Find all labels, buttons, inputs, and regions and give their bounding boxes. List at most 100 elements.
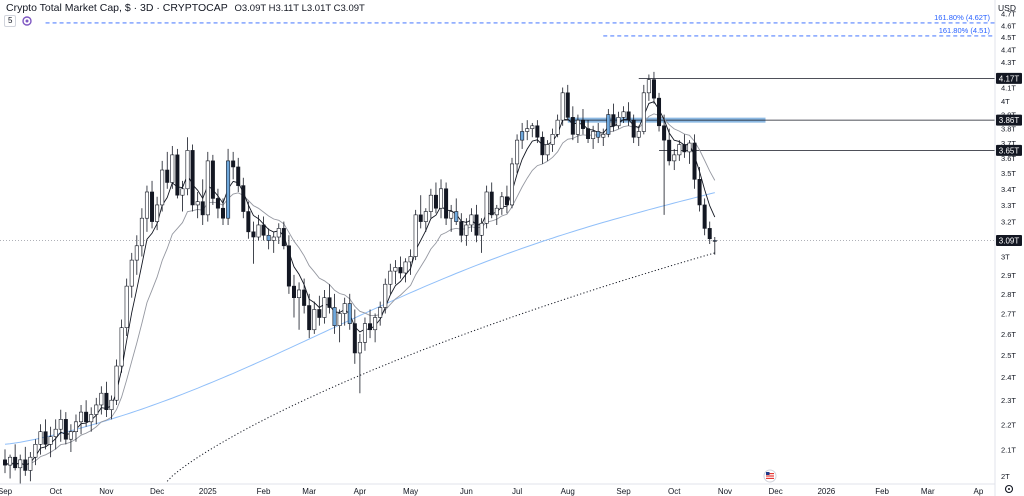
x-tick-label: Sep: [616, 487, 631, 496]
indicator-icon[interactable]: [22, 16, 33, 26]
x-tick-label: Aug: [561, 487, 575, 496]
candle: [575, 114, 580, 144]
candle: [89, 407, 94, 432]
candle: [388, 263, 393, 294]
y-tick-label: 2.2T: [1001, 420, 1016, 429]
price-tag: [996, 72, 1022, 84]
candle-body: [499, 196, 504, 209]
fib-label: 161.80% (4.51): [939, 26, 991, 35]
x-tick-label: Jul: [512, 487, 522, 496]
candle: [8, 454, 13, 479]
currency-label[interactable]: USD: [998, 3, 1016, 13]
candle: [373, 313, 378, 343]
candle: [641, 84, 646, 135]
candle-body: [520, 131, 525, 141]
candle: [129, 252, 134, 298]
candle-body: [687, 142, 692, 153]
y-tick-label: 3.5T: [1001, 169, 1016, 178]
candle: [672, 148, 677, 171]
fib-layer: 161.80% (4.62T) 161.80% (4.51): [45, 13, 995, 37]
candle-body: [104, 392, 109, 411]
candle: [596, 122, 601, 144]
candle-body: [423, 211, 428, 222]
candle: [139, 208, 144, 257]
candle-body: [337, 313, 342, 326]
candle: [509, 157, 514, 209]
candle-body: [606, 114, 611, 135]
y-tick-label: 2.3T: [1001, 396, 1016, 405]
candle: [180, 180, 185, 212]
candle-body: [89, 414, 94, 423]
candle-body: [368, 323, 373, 331]
candle: [256, 214, 261, 241]
candle: [535, 120, 540, 144]
candle-body: [697, 179, 702, 206]
candle: [408, 249, 413, 275]
x-tick-label: Oct: [49, 487, 62, 496]
candle-body: [109, 399, 114, 411]
candle-body: [352, 323, 357, 354]
candle: [651, 71, 656, 104]
candle: [692, 134, 697, 189]
candle: [165, 151, 170, 189]
candle: [550, 128, 555, 152]
candle: [489, 182, 494, 219]
y-tick-label: 4.4T: [1001, 45, 1016, 54]
candle: [68, 424, 73, 453]
candle: [291, 274, 296, 318]
y-axis[interactable]: 4.7T4.6T4.5T4.4T4.3T4.1T4T3.9T3.8T3.7T3.…: [996, 10, 1022, 481]
candle: [682, 134, 687, 158]
candle: [352, 309, 357, 364]
candle-body: [23, 459, 28, 471]
candle: [530, 122, 535, 138]
x-tick-label: Feb: [257, 487, 271, 496]
candle: [469, 208, 474, 232]
candle-body: [38, 431, 43, 445]
candle-body: [99, 392, 104, 406]
settings-icon[interactable]: [1004, 484, 1014, 494]
candle-body: [241, 185, 246, 212]
low-key: L: [301, 3, 307, 14]
candle: [327, 284, 332, 314]
candle: [606, 109, 611, 138]
candle: [444, 182, 449, 225]
candle-body: [180, 188, 185, 196]
candle-body: [586, 128, 591, 139]
candle-body: [170, 154, 175, 183]
y-tick-label: 2.5T: [1001, 351, 1016, 360]
y-tick-label: 4.3T: [1001, 58, 1016, 67]
candle: [114, 359, 119, 405]
candle: [307, 293, 312, 339]
y-tick-label: 2T: [1001, 472, 1010, 481]
candle-body: [185, 150, 190, 190]
candle: [150, 180, 155, 229]
candle: [657, 92, 662, 132]
candle: [13, 444, 18, 471]
candle: [601, 128, 606, 146]
candle-body: [124, 285, 129, 328]
candle-body: [433, 194, 438, 209]
candle-body: [134, 245, 139, 261]
price-tag: [996, 114, 1022, 126]
candle-body: [58, 419, 63, 430]
candle-body: [18, 459, 23, 469]
x-tick-label: Nov: [718, 487, 732, 496]
candle: [63, 412, 68, 445]
candle-body: [150, 191, 155, 222]
candle: [591, 125, 596, 149]
candle: [418, 195, 423, 229]
interval-badge[interactable]: 5: [4, 15, 17, 27]
candle: [261, 216, 266, 241]
candle-body: [616, 117, 621, 127]
candle-body: [646, 79, 651, 94]
candle-body: [525, 128, 530, 132]
candle: [459, 213, 464, 243]
candle-body: [246, 211, 251, 233]
candle-body: [297, 289, 302, 298]
x-axis[interactable]: Sep Oct Nov Dec 2025 Feb Mar Apr May Jun Jul Aug Sep…: [0, 487, 984, 496]
candle: [53, 419, 58, 450]
candle-body: [393, 267, 398, 272]
candle-body: [13, 456, 18, 469]
